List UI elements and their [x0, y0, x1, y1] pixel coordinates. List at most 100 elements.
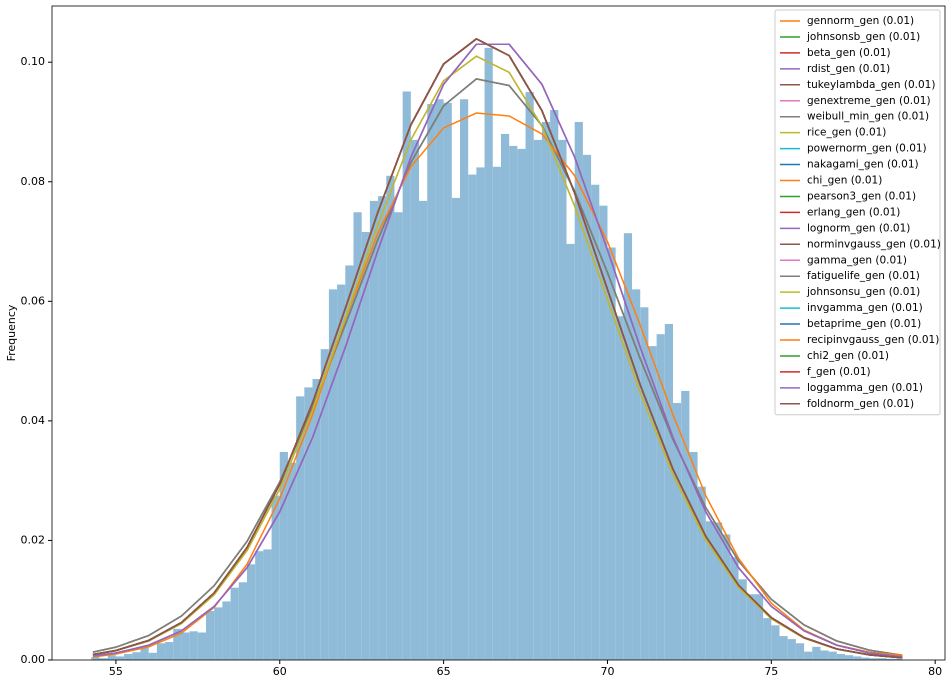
histogram-bar — [771, 625, 780, 660]
y-tick-label: 0.04 — [21, 414, 46, 427]
histogram-bar — [894, 658, 903, 660]
histogram-bar — [263, 549, 272, 660]
histogram-bar — [541, 121, 551, 660]
histogram-bar — [722, 534, 731, 660]
histogram-bar — [779, 636, 788, 660]
histogram-bar — [599, 205, 608, 660]
histogram-bar — [673, 402, 682, 660]
histogram-bar — [312, 379, 321, 660]
histogram-bar — [640, 307, 649, 660]
legend-label: rice_gen (0.01) — [807, 127, 886, 139]
fit-curve — [92, 43, 903, 658]
fit-curve — [92, 37, 903, 659]
legend-label: lognorm_gen (0.01) — [807, 222, 910, 234]
histogram-bar — [99, 658, 108, 660]
legend-label: chi_gen (0.01) — [807, 175, 882, 187]
histogram-bar — [296, 396, 305, 660]
legend-label: gennorm_gen (0.01) — [807, 15, 914, 27]
legend-label: invgamma_gen (0.01) — [807, 302, 923, 314]
fit-curve — [92, 78, 903, 657]
legend-label: betaprime_gen (0.01) — [807, 318, 921, 330]
histogram-bar — [869, 658, 878, 660]
histogram-bar — [607, 247, 616, 660]
legend-label: pearson3_gen (0.01) — [807, 190, 916, 202]
histogram-bar — [484, 47, 493, 660]
histogram-bar — [402, 91, 411, 661]
histogram-bar — [320, 349, 329, 660]
histogram-bar — [369, 200, 379, 660]
legend-label: chi2_gen (0.01) — [807, 350, 889, 362]
histogram-bar — [697, 486, 706, 660]
histogram-bar — [500, 133, 510, 660]
legend-label: rdist_gen (0.01) — [807, 63, 890, 75]
histogram-bar — [255, 551, 264, 660]
legend-label: loggamma_gen (0.01) — [807, 382, 923, 394]
histogram-bar — [419, 200, 428, 660]
histogram-bar — [140, 648, 149, 660]
y-tick-label: 0.00 — [21, 653, 46, 666]
histogram-bar — [427, 104, 436, 660]
histogram-bar — [214, 607, 223, 660]
legend-label: recipinvgauss_gen (0.01) — [807, 334, 939, 346]
histogram-bar — [525, 92, 534, 660]
histogram-bar — [476, 167, 485, 660]
legend-label: beta_gen (0.01) — [807, 47, 891, 59]
histogram-bar — [713, 522, 723, 660]
histogram-bar — [328, 289, 338, 660]
histogram-bar — [271, 495, 280, 660]
histogram-bar — [386, 175, 395, 660]
legend-label: foldnorm_gen (0.01) — [807, 398, 914, 410]
histogram-bar — [459, 99, 469, 661]
legend-label: weibull_min_gen (0.01) — [807, 111, 929, 123]
histogram-bar — [705, 521, 714, 660]
x-tick-label: 60 — [273, 665, 287, 678]
histogram-bar — [746, 594, 755, 660]
plot-frame — [51, 5, 946, 661]
histogram-bar — [533, 139, 542, 661]
x-tick-label: 65 — [437, 665, 451, 678]
histogram-bar — [656, 334, 665, 660]
histogram-bar — [361, 231, 370, 660]
histogram-bar — [378, 196, 387, 661]
legend-label: gamma_gen (0.01) — [807, 254, 907, 266]
histogram-bar — [566, 243, 575, 660]
histogram-bar — [132, 652, 141, 660]
y-tick-label: 0.10 — [21, 55, 46, 68]
legend-label: johnsonsb_gen (0.01) — [806, 31, 920, 43]
legend-label: erlang_gen (0.01) — [807, 206, 900, 218]
histogram-bar — [812, 646, 821, 660]
histogram-bar — [558, 139, 567, 661]
x-tick-label: 70 — [600, 665, 614, 678]
histogram-bar — [230, 587, 239, 660]
histogram-bar — [468, 174, 477, 660]
histogram-bar — [189, 631, 198, 660]
x-tick-label: 75 — [764, 665, 778, 678]
histogram-bar — [886, 658, 895, 660]
histogram-bar — [115, 656, 125, 660]
legend-label: johnsonsu_gen (0.01) — [806, 286, 920, 298]
histogram-bar — [394, 212, 403, 660]
histogram-bar — [279, 451, 288, 660]
x-tick-label: 80 — [928, 665, 942, 678]
histogram-bar — [124, 654, 133, 660]
x-tick-label: 55 — [109, 665, 123, 678]
histogram-bar — [754, 594, 764, 660]
histogram-bar — [861, 657, 870, 660]
histogram-bar — [443, 102, 452, 660]
legend-label: nakagami_gen (0.01) — [807, 159, 919, 171]
legend-label: fatiguelife_gen (0.01) — [807, 270, 920, 282]
histogram-bar — [222, 601, 231, 660]
legend-label: genextreme_gen (0.01) — [807, 95, 931, 107]
histogram-bar — [730, 557, 739, 660]
histogram-bar — [574, 121, 583, 660]
histogram-bar — [337, 284, 346, 660]
histogram-bar — [582, 154, 592, 660]
histogram-bar — [787, 639, 796, 660]
histogram-bar — [91, 657, 100, 660]
histogram-bar — [517, 148, 526, 661]
histogram-bar — [623, 233, 633, 660]
histogram-bar — [353, 212, 362, 660]
histogram-bar — [287, 462, 297, 660]
y-tick-label: 0.08 — [21, 175, 46, 188]
legend-label: norminvgauss_gen (0.01) — [807, 238, 941, 250]
